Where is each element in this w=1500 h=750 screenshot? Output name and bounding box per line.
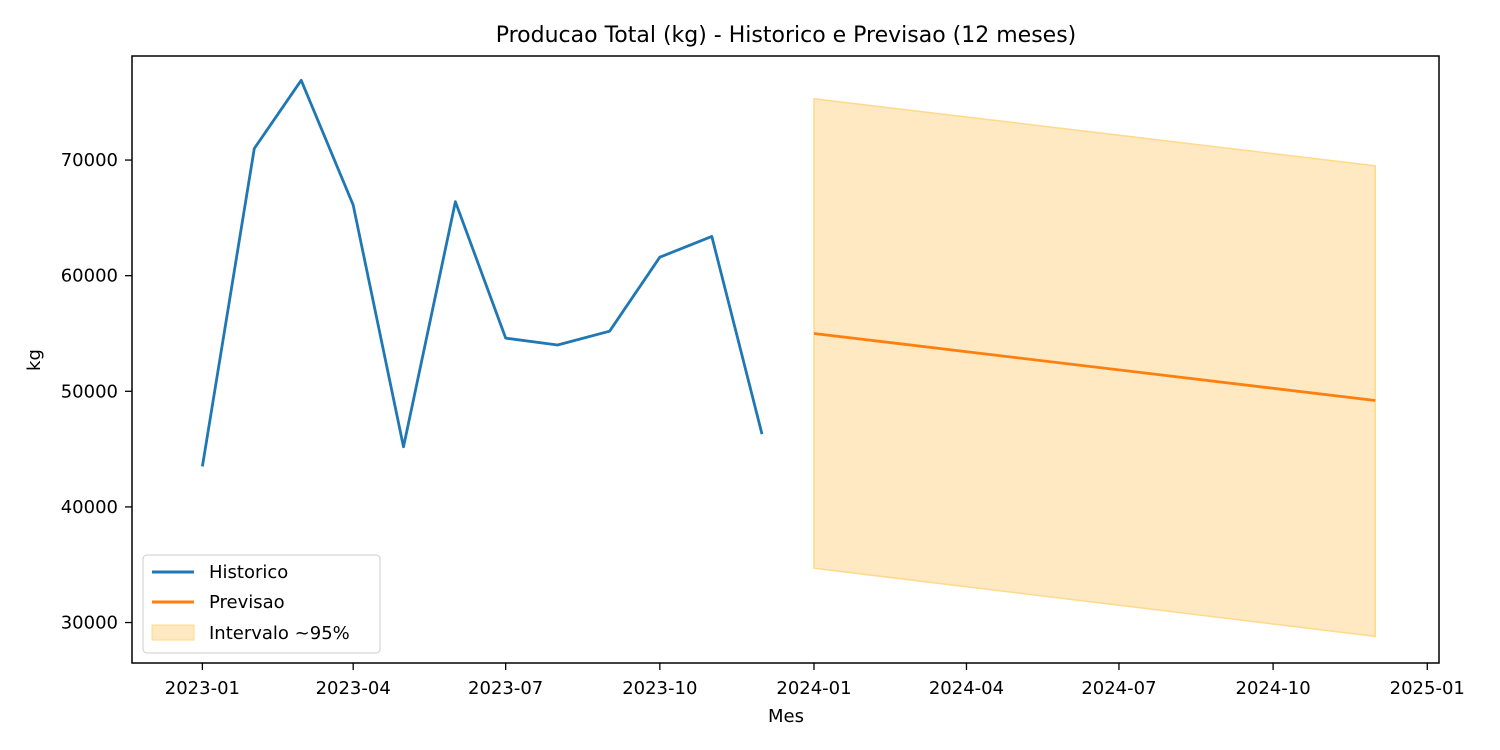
x-tick-label: 2023-01 bbox=[165, 678, 240, 699]
legend-label-previsao: Previsao bbox=[209, 592, 285, 613]
chart-title: Producao Total (kg) - Historico e Previs… bbox=[496, 23, 1077, 48]
x-tick-label: 2024-04 bbox=[929, 678, 1004, 699]
plot-area bbox=[201, 78, 1377, 638]
y-axis-label: kg bbox=[24, 349, 45, 371]
legend-swatch-intervalo bbox=[151, 624, 195, 641]
y-tick-label: 60000 bbox=[61, 266, 118, 287]
y-tick-label: 30000 bbox=[61, 613, 118, 634]
x-tick-label: 2023-10 bbox=[622, 678, 697, 699]
x-axis: 2023-01 2023-04 2023-07 2023-10 2024-01 2024-… bbox=[165, 663, 1465, 699]
legend-label-intervalo: Intervalo ~95% bbox=[209, 623, 350, 644]
x-tick-label: 2025-01 bbox=[1390, 678, 1465, 699]
y-tick-label: 50000 bbox=[61, 381, 118, 402]
x-tick-label: 2024-01 bbox=[776, 678, 851, 699]
x-tick-label: 2024-07 bbox=[1081, 678, 1156, 699]
y-tick-label: 40000 bbox=[61, 497, 118, 518]
y-tick-label: 70000 bbox=[61, 150, 118, 171]
legend: Historico Previsao Intervalo ~95% bbox=[142, 554, 381, 654]
legend-frame bbox=[142, 554, 381, 654]
plot-frame bbox=[131, 55, 1440, 664]
x-axis-label: Mes bbox=[768, 706, 804, 727]
series-line-historico bbox=[201, 78, 764, 467]
x-tick-label: 2024-10 bbox=[1236, 678, 1311, 699]
x-tick-label: 2023-07 bbox=[468, 678, 543, 699]
x-tick-label: 2023-04 bbox=[316, 678, 391, 699]
series-line-previsao bbox=[813, 332, 1376, 402]
y-axis: 30000 40000 50000 60000 70000 bbox=[61, 150, 132, 634]
legend-label-historico: Historico bbox=[209, 562, 288, 583]
